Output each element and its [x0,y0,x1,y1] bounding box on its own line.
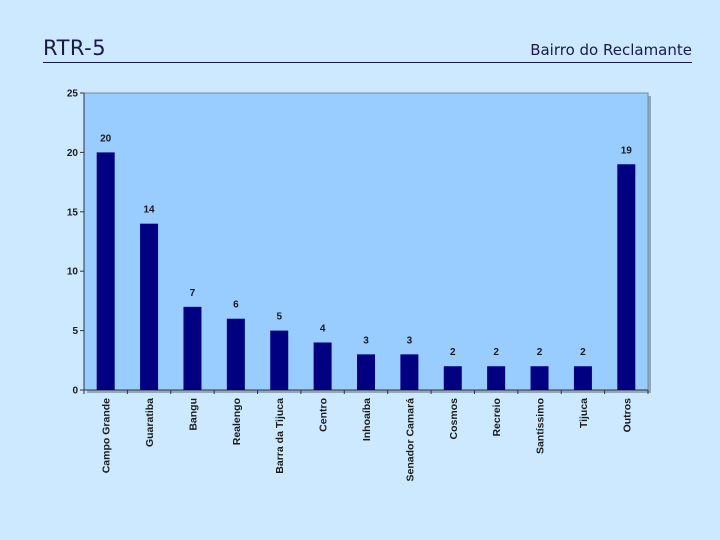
category-label: Realengo [231,398,243,445]
data-label: 5 [276,312,282,323]
category-label: Cosmos [448,398,460,440]
bar [400,354,419,390]
data-label: 20 [100,133,112,144]
slide-header: RTR-5 Bairro do Reclamante [43,36,692,63]
bar [140,223,159,390]
data-label: 4 [320,323,326,334]
data-label: 6 [233,300,239,311]
category-label: Barra da Tijuca [274,398,286,474]
bar [357,354,375,390]
data-label: 3 [407,335,413,346]
slide-title: RTR-5 [43,36,107,60]
category-label: Inhoaíba [361,398,373,441]
category-label: Centro [318,398,330,432]
data-label: 2 [580,347,586,358]
data-label: 2 [450,347,456,358]
category-label: Recreio [491,398,503,437]
bar [270,330,289,390]
category-label: Santíssimo [535,398,547,454]
category-label: Tijuca [578,398,590,428]
bar [96,152,115,390]
data-label: 2 [493,347,499,358]
bar [313,342,332,390]
y-tick-label: 25 [67,89,79,100]
slide-subtitle: Bairro do Reclamante [530,41,692,59]
category-label: Guaratiba [144,398,156,447]
y-tick-label: 15 [67,207,79,218]
category-label: Campo Grande [101,398,113,473]
bar [183,306,202,390]
bar [530,366,549,390]
category-label: Senador Camará [404,398,416,482]
y-tick-label: 0 [72,386,78,397]
y-tick-label: 5 [72,326,78,337]
bar [573,366,592,390]
bar [617,164,636,390]
data-label: 14 [144,205,156,216]
bar [487,366,506,390]
category-label: Bangu [187,398,199,431]
data-label: 7 [190,288,196,299]
bar [226,318,245,390]
y-tick-label: 10 [67,267,79,278]
data-label: 3 [363,335,369,346]
category-label: Outros [621,398,633,433]
bar [443,366,462,390]
data-label: 19 [621,145,633,156]
y-tick-label: 20 [67,148,79,159]
data-label: 2 [537,347,543,358]
